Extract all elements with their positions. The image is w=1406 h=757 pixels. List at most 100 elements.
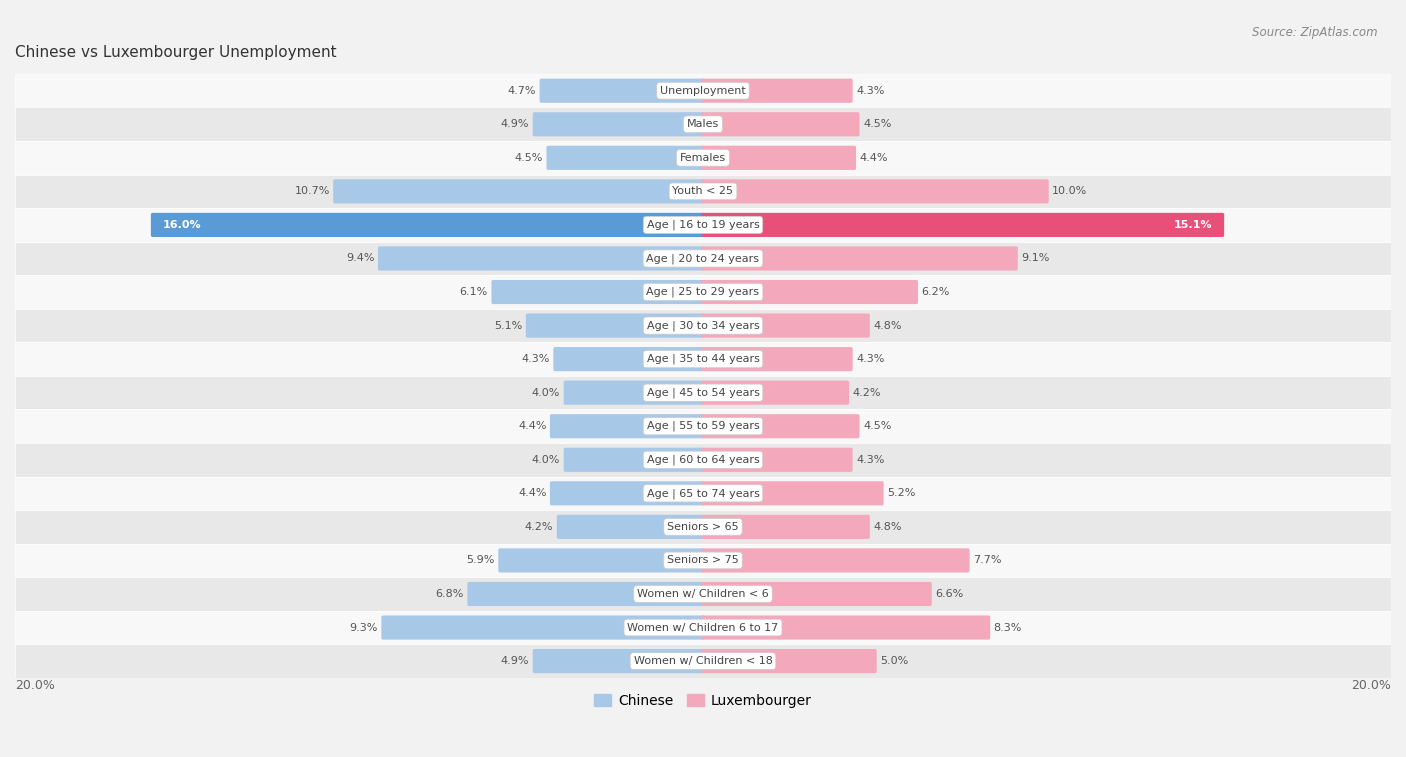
Text: Women w/ Children < 18: Women w/ Children < 18 — [634, 656, 772, 666]
Text: Source: ZipAtlas.com: Source: ZipAtlas.com — [1253, 26, 1378, 39]
FancyBboxPatch shape — [702, 112, 859, 136]
Text: Age | 16 to 19 years: Age | 16 to 19 years — [647, 220, 759, 230]
Text: 15.1%: 15.1% — [1174, 220, 1212, 230]
FancyBboxPatch shape — [15, 107, 1391, 141]
FancyBboxPatch shape — [702, 313, 870, 338]
Text: 4.3%: 4.3% — [856, 455, 884, 465]
FancyBboxPatch shape — [15, 611, 1391, 644]
Text: 4.9%: 4.9% — [501, 120, 529, 129]
Text: 5.2%: 5.2% — [887, 488, 915, 498]
FancyBboxPatch shape — [15, 241, 1391, 276]
FancyBboxPatch shape — [15, 141, 1391, 175]
FancyBboxPatch shape — [15, 443, 1391, 477]
FancyBboxPatch shape — [557, 515, 704, 539]
FancyBboxPatch shape — [702, 515, 870, 539]
Text: Women w/ Children < 6: Women w/ Children < 6 — [637, 589, 769, 599]
FancyBboxPatch shape — [15, 342, 1391, 376]
Text: 7.7%: 7.7% — [973, 556, 1001, 565]
Text: 4.0%: 4.0% — [531, 388, 560, 397]
FancyBboxPatch shape — [702, 414, 859, 438]
Text: Females: Females — [681, 153, 725, 163]
FancyBboxPatch shape — [150, 213, 704, 237]
Text: 10.7%: 10.7% — [294, 186, 330, 196]
Text: Age | 25 to 29 years: Age | 25 to 29 years — [647, 287, 759, 298]
Text: 4.3%: 4.3% — [522, 354, 550, 364]
Text: Age | 45 to 54 years: Age | 45 to 54 years — [647, 388, 759, 398]
FancyBboxPatch shape — [564, 447, 704, 472]
FancyBboxPatch shape — [702, 347, 852, 371]
FancyBboxPatch shape — [15, 477, 1391, 510]
Text: 4.8%: 4.8% — [873, 522, 901, 532]
Text: 4.2%: 4.2% — [852, 388, 882, 397]
Text: Age | 55 to 59 years: Age | 55 to 59 years — [647, 421, 759, 431]
FancyBboxPatch shape — [381, 615, 704, 640]
FancyBboxPatch shape — [15, 577, 1391, 611]
FancyBboxPatch shape — [533, 649, 704, 673]
FancyBboxPatch shape — [15, 544, 1391, 577]
Text: Seniors > 65: Seniors > 65 — [668, 522, 738, 532]
FancyBboxPatch shape — [702, 179, 1049, 204]
Text: Chinese vs Luxembourger Unemployment: Chinese vs Luxembourger Unemployment — [15, 45, 336, 61]
Text: 5.0%: 5.0% — [880, 656, 908, 666]
Text: Unemployment: Unemployment — [661, 86, 745, 95]
Text: 4.4%: 4.4% — [859, 153, 889, 163]
FancyBboxPatch shape — [15, 644, 1391, 678]
Text: 4.4%: 4.4% — [517, 488, 547, 498]
FancyBboxPatch shape — [702, 213, 1225, 237]
Text: 9.4%: 9.4% — [346, 254, 374, 263]
FancyBboxPatch shape — [702, 447, 852, 472]
Text: 4.2%: 4.2% — [524, 522, 554, 532]
FancyBboxPatch shape — [550, 414, 704, 438]
FancyBboxPatch shape — [702, 548, 970, 572]
Text: 4.4%: 4.4% — [517, 421, 547, 431]
FancyBboxPatch shape — [533, 112, 704, 136]
Legend: Chinese, Luxembourger: Chinese, Luxembourger — [589, 688, 817, 713]
Text: 4.3%: 4.3% — [856, 354, 884, 364]
FancyBboxPatch shape — [540, 79, 704, 103]
Text: Age | 60 to 64 years: Age | 60 to 64 years — [647, 454, 759, 465]
Text: 5.9%: 5.9% — [467, 556, 495, 565]
Text: 20.0%: 20.0% — [15, 678, 55, 692]
Text: 6.6%: 6.6% — [935, 589, 963, 599]
FancyBboxPatch shape — [554, 347, 704, 371]
Text: Age | 20 to 24 years: Age | 20 to 24 years — [647, 254, 759, 263]
FancyBboxPatch shape — [15, 376, 1391, 410]
FancyBboxPatch shape — [15, 74, 1391, 107]
FancyBboxPatch shape — [15, 410, 1391, 443]
FancyBboxPatch shape — [702, 146, 856, 170]
Text: Youth < 25: Youth < 25 — [672, 186, 734, 196]
FancyBboxPatch shape — [564, 381, 704, 405]
Text: 6.8%: 6.8% — [436, 589, 464, 599]
Text: 10.0%: 10.0% — [1052, 186, 1087, 196]
Text: 9.1%: 9.1% — [1021, 254, 1049, 263]
Text: 16.0%: 16.0% — [163, 220, 201, 230]
Text: 4.7%: 4.7% — [508, 86, 536, 95]
FancyBboxPatch shape — [702, 615, 990, 640]
FancyBboxPatch shape — [15, 175, 1391, 208]
FancyBboxPatch shape — [498, 548, 704, 572]
FancyBboxPatch shape — [550, 481, 704, 506]
FancyBboxPatch shape — [702, 381, 849, 405]
FancyBboxPatch shape — [378, 246, 704, 270]
Text: 4.5%: 4.5% — [863, 421, 891, 431]
Text: Age | 30 to 34 years: Age | 30 to 34 years — [647, 320, 759, 331]
Text: 4.8%: 4.8% — [873, 320, 901, 331]
Text: 6.1%: 6.1% — [460, 287, 488, 297]
Text: Age | 65 to 74 years: Age | 65 to 74 years — [647, 488, 759, 499]
FancyBboxPatch shape — [702, 280, 918, 304]
Text: 4.9%: 4.9% — [501, 656, 529, 666]
FancyBboxPatch shape — [702, 481, 883, 506]
Text: Seniors > 75: Seniors > 75 — [666, 556, 740, 565]
FancyBboxPatch shape — [15, 276, 1391, 309]
FancyBboxPatch shape — [702, 79, 852, 103]
FancyBboxPatch shape — [15, 208, 1391, 241]
Text: Age | 35 to 44 years: Age | 35 to 44 years — [647, 354, 759, 364]
FancyBboxPatch shape — [467, 582, 704, 606]
Text: 9.3%: 9.3% — [350, 622, 378, 633]
FancyBboxPatch shape — [15, 309, 1391, 342]
Text: Women w/ Children 6 to 17: Women w/ Children 6 to 17 — [627, 622, 779, 633]
FancyBboxPatch shape — [702, 582, 932, 606]
Text: 4.5%: 4.5% — [515, 153, 543, 163]
FancyBboxPatch shape — [492, 280, 704, 304]
Text: 20.0%: 20.0% — [1351, 678, 1391, 692]
